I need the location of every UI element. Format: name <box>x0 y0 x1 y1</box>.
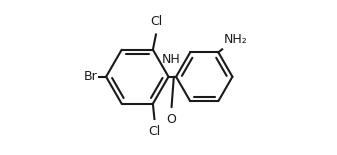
Text: Cl: Cl <box>148 125 160 138</box>
Text: NH: NH <box>162 53 181 66</box>
Text: Br: Br <box>84 70 98 83</box>
Text: Cl: Cl <box>150 15 162 28</box>
Text: O: O <box>166 113 177 126</box>
Text: NH₂: NH₂ <box>224 33 247 46</box>
